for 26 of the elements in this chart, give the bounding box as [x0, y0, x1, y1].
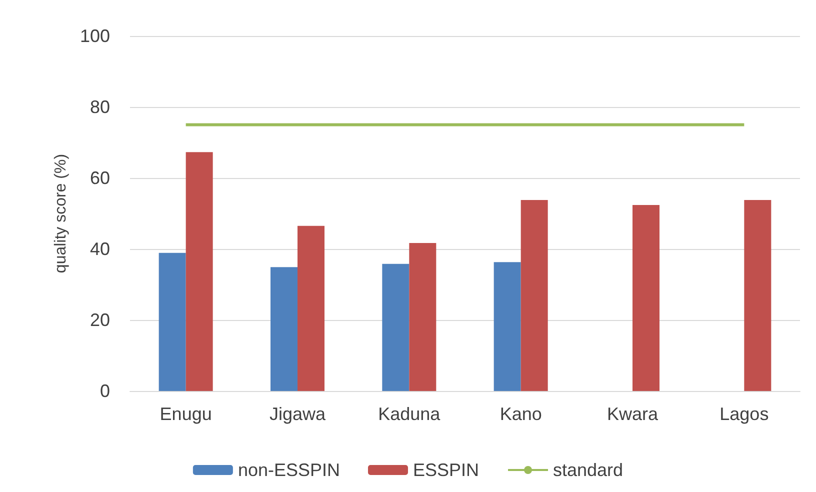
bar: [382, 264, 410, 391]
y-tick-label: 60: [90, 168, 110, 188]
y-axis-title: quality score (%): [52, 154, 70, 274]
x-tick-label: Kano: [500, 404, 542, 424]
y-tick-label: 100: [80, 26, 110, 46]
x-tick-label: Lagos: [720, 404, 769, 424]
bar: [632, 204, 660, 391]
y-tick-label: 80: [90, 97, 110, 117]
legend-label: ESSPIN: [412, 460, 480, 480]
y-tick-label: 40: [90, 239, 110, 259]
x-tick-label: Kwara: [606, 404, 659, 424]
bar: [409, 242, 436, 391]
y-tick-label: 20: [90, 310, 110, 330]
x-tick-label: Enugu: [160, 404, 212, 424]
bar: [158, 252, 186, 391]
bar: [744, 200, 772, 391]
y-tick-label: 0: [100, 381, 110, 401]
bar: [494, 262, 521, 391]
bar: [298, 226, 324, 391]
bar: [186, 152, 213, 391]
legend-label: standard: [553, 460, 624, 480]
bar: [520, 200, 548, 391]
legend-label: non-ESSPIN: [238, 460, 340, 480]
x-tick-label: Kaduna: [378, 404, 442, 424]
bar: [270, 267, 298, 391]
x-tick-label: Jigawa: [269, 404, 327, 424]
